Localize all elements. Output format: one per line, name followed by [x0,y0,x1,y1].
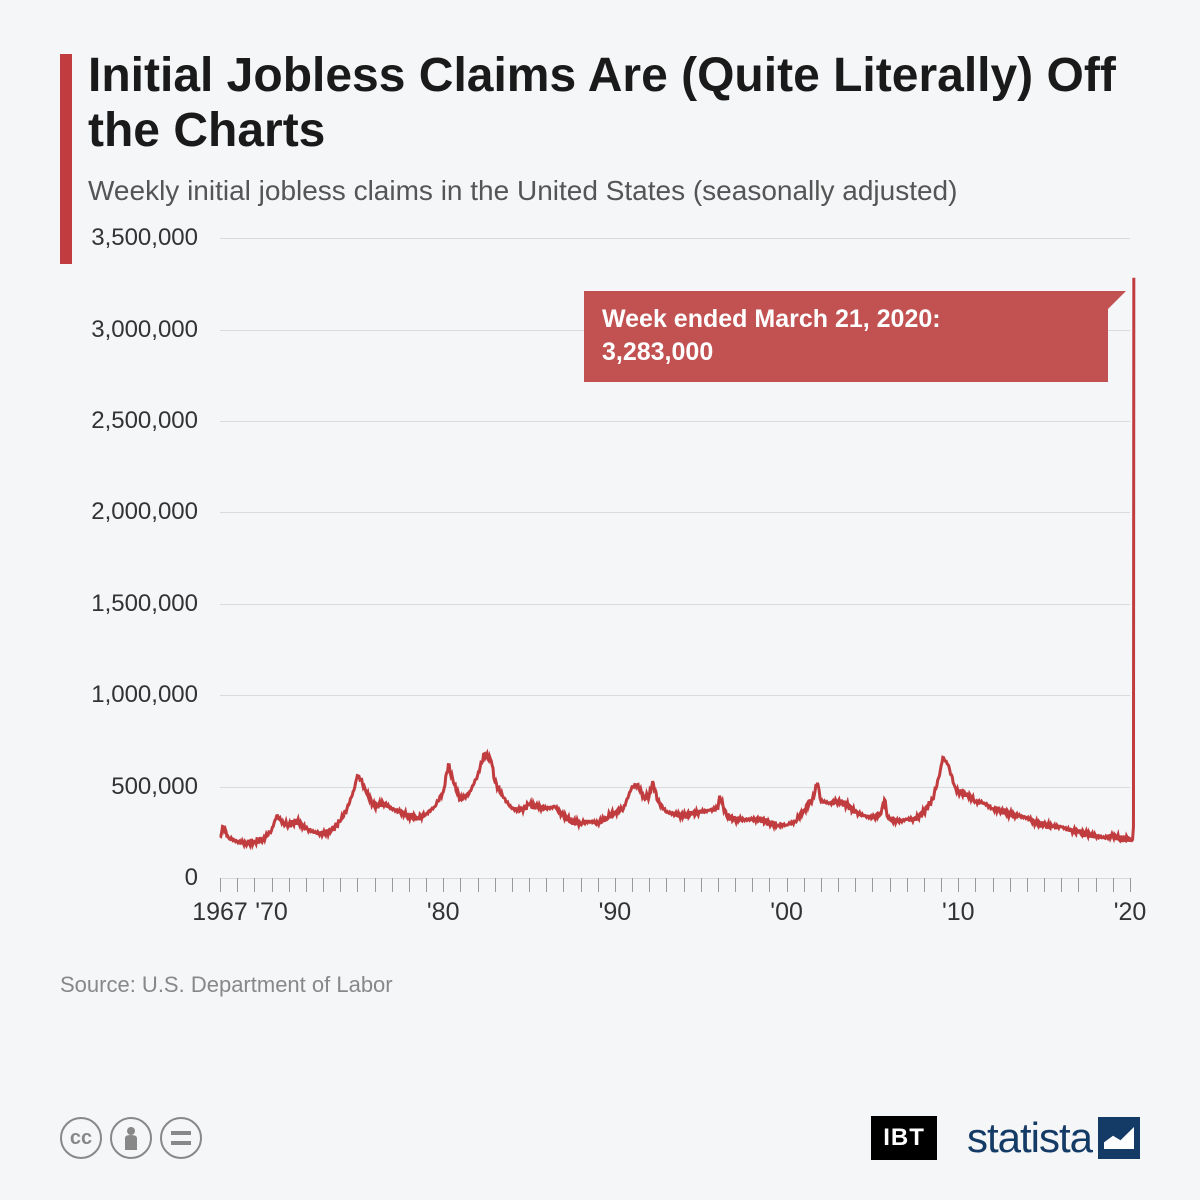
x-tick-mark [890,878,891,892]
x-tick-mark [787,878,788,892]
x-tick-mark [546,878,547,892]
x-tick-mark [924,878,925,892]
x-tick-mark [563,878,564,892]
x-tick-mark [375,878,376,892]
x-tick-mark [598,878,599,892]
statista-mark-icon [1098,1117,1140,1159]
x-tick-mark [958,878,959,892]
x-tick-mark [1096,878,1097,892]
x-tick-mark [735,878,736,892]
x-tick-mark [495,878,496,892]
cc-icons: cc [60,1117,202,1159]
y-tick-label: 2,500,000 [58,407,198,435]
nd-icon [160,1117,202,1159]
callout-line1: Week ended March 21, 2020: [602,303,1090,337]
x-tick-mark [666,878,667,892]
x-tick-label: '20 [1114,898,1147,927]
x-tick-mark [1061,878,1062,892]
by-icon [110,1117,152,1159]
right-logos: IBT statista [871,1114,1140,1162]
y-tick-label: 1,500,000 [58,590,198,618]
x-tick-mark [872,878,873,892]
x-tick-mark [975,878,976,892]
x-tick-mark [769,878,770,892]
y-tick-label: 0 [58,864,198,892]
x-tick-mark [615,878,616,892]
x-tick-mark [838,878,839,892]
x-tick-mark [272,878,273,892]
x-tick-mark [1130,878,1131,892]
chart-title: Initial Jobless Claims Are (Quite Litera… [88,48,1140,158]
x-tick-mark [306,878,307,892]
x-tick-mark [426,878,427,892]
callout-box: Week ended March 21, 2020: 3,283,000 [584,291,1108,383]
chart-subtitle: Weekly initial jobless claims in the Uni… [88,172,1140,210]
x-tick-mark [254,878,255,892]
x-tick-mark [1027,878,1028,892]
x-tick-mark [855,878,856,892]
cc-icon: cc [60,1117,102,1159]
y-tick-label: 3,500,000 [58,224,198,252]
x-tick-mark [1044,878,1045,892]
x-tick-label: '00 [770,898,803,927]
footer: cc IBT statista [60,1114,1140,1162]
y-tick-label: 3,000,000 [58,316,198,344]
x-tick-mark [529,878,530,892]
x-tick-label: '70 [255,898,288,927]
x-tick-mark [1010,878,1011,892]
x-tick-mark [409,878,410,892]
x-tick-mark [632,878,633,892]
x-tick-mark [220,878,221,892]
y-tick-label: 1,000,000 [58,681,198,709]
x-tick-mark [907,878,908,892]
x-tick-mark [1113,878,1114,892]
ibt-logo: IBT [871,1116,937,1160]
x-tick-mark [752,878,753,892]
x-tick-mark [684,878,685,892]
callout-line2: 3,283,000 [602,336,1090,370]
x-tick-mark [340,878,341,892]
x-tick-mark [478,878,479,892]
x-tick-mark [392,878,393,892]
x-tick-mark [323,878,324,892]
x-tick-mark [357,878,358,892]
x-tick-label: 1967 [192,898,248,927]
y-tick-label: 2,000,000 [58,498,198,526]
x-tick-mark [701,878,702,892]
y-tick-label: 500,000 [58,773,198,801]
x-tick-mark [289,878,290,892]
x-tick-mark [581,878,582,892]
chart-area: 0 500,000 1,000,000 1,500,000 2,000,000 2,500… [60,238,1140,938]
x-tick-mark [237,878,238,892]
chart-container: Initial Jobless Claims Are (Quite Litera… [0,0,1200,1200]
x-tick-label: '80 [427,898,460,927]
x-tick-mark [649,878,650,892]
x-tick-mark [460,878,461,892]
x-tick-label: '10 [942,898,975,927]
header: Initial Jobless Claims Are (Quite Litera… [60,48,1140,210]
plot-area: Week ended March 21, 2020: 3,283,000 [220,238,1130,878]
x-tick-mark [993,878,994,892]
source-text: Source: U.S. Department of Labor [60,972,1140,998]
x-tick-mark [443,878,444,892]
x-tick-mark [718,878,719,892]
x-axis: 1967'70'80'90'00'10'20 [220,878,1130,938]
y-axis: 0 500,000 1,000,000 1,500,000 2,000,000 2,500… [60,238,210,938]
x-tick-mark [941,878,942,892]
x-tick-mark [1078,878,1079,892]
x-tick-mark [512,878,513,892]
statista-logo: statista [967,1114,1140,1162]
x-tick-mark [804,878,805,892]
statista-text: statista [967,1114,1092,1162]
x-tick-mark [821,878,822,892]
x-tick-label: '90 [599,898,632,927]
